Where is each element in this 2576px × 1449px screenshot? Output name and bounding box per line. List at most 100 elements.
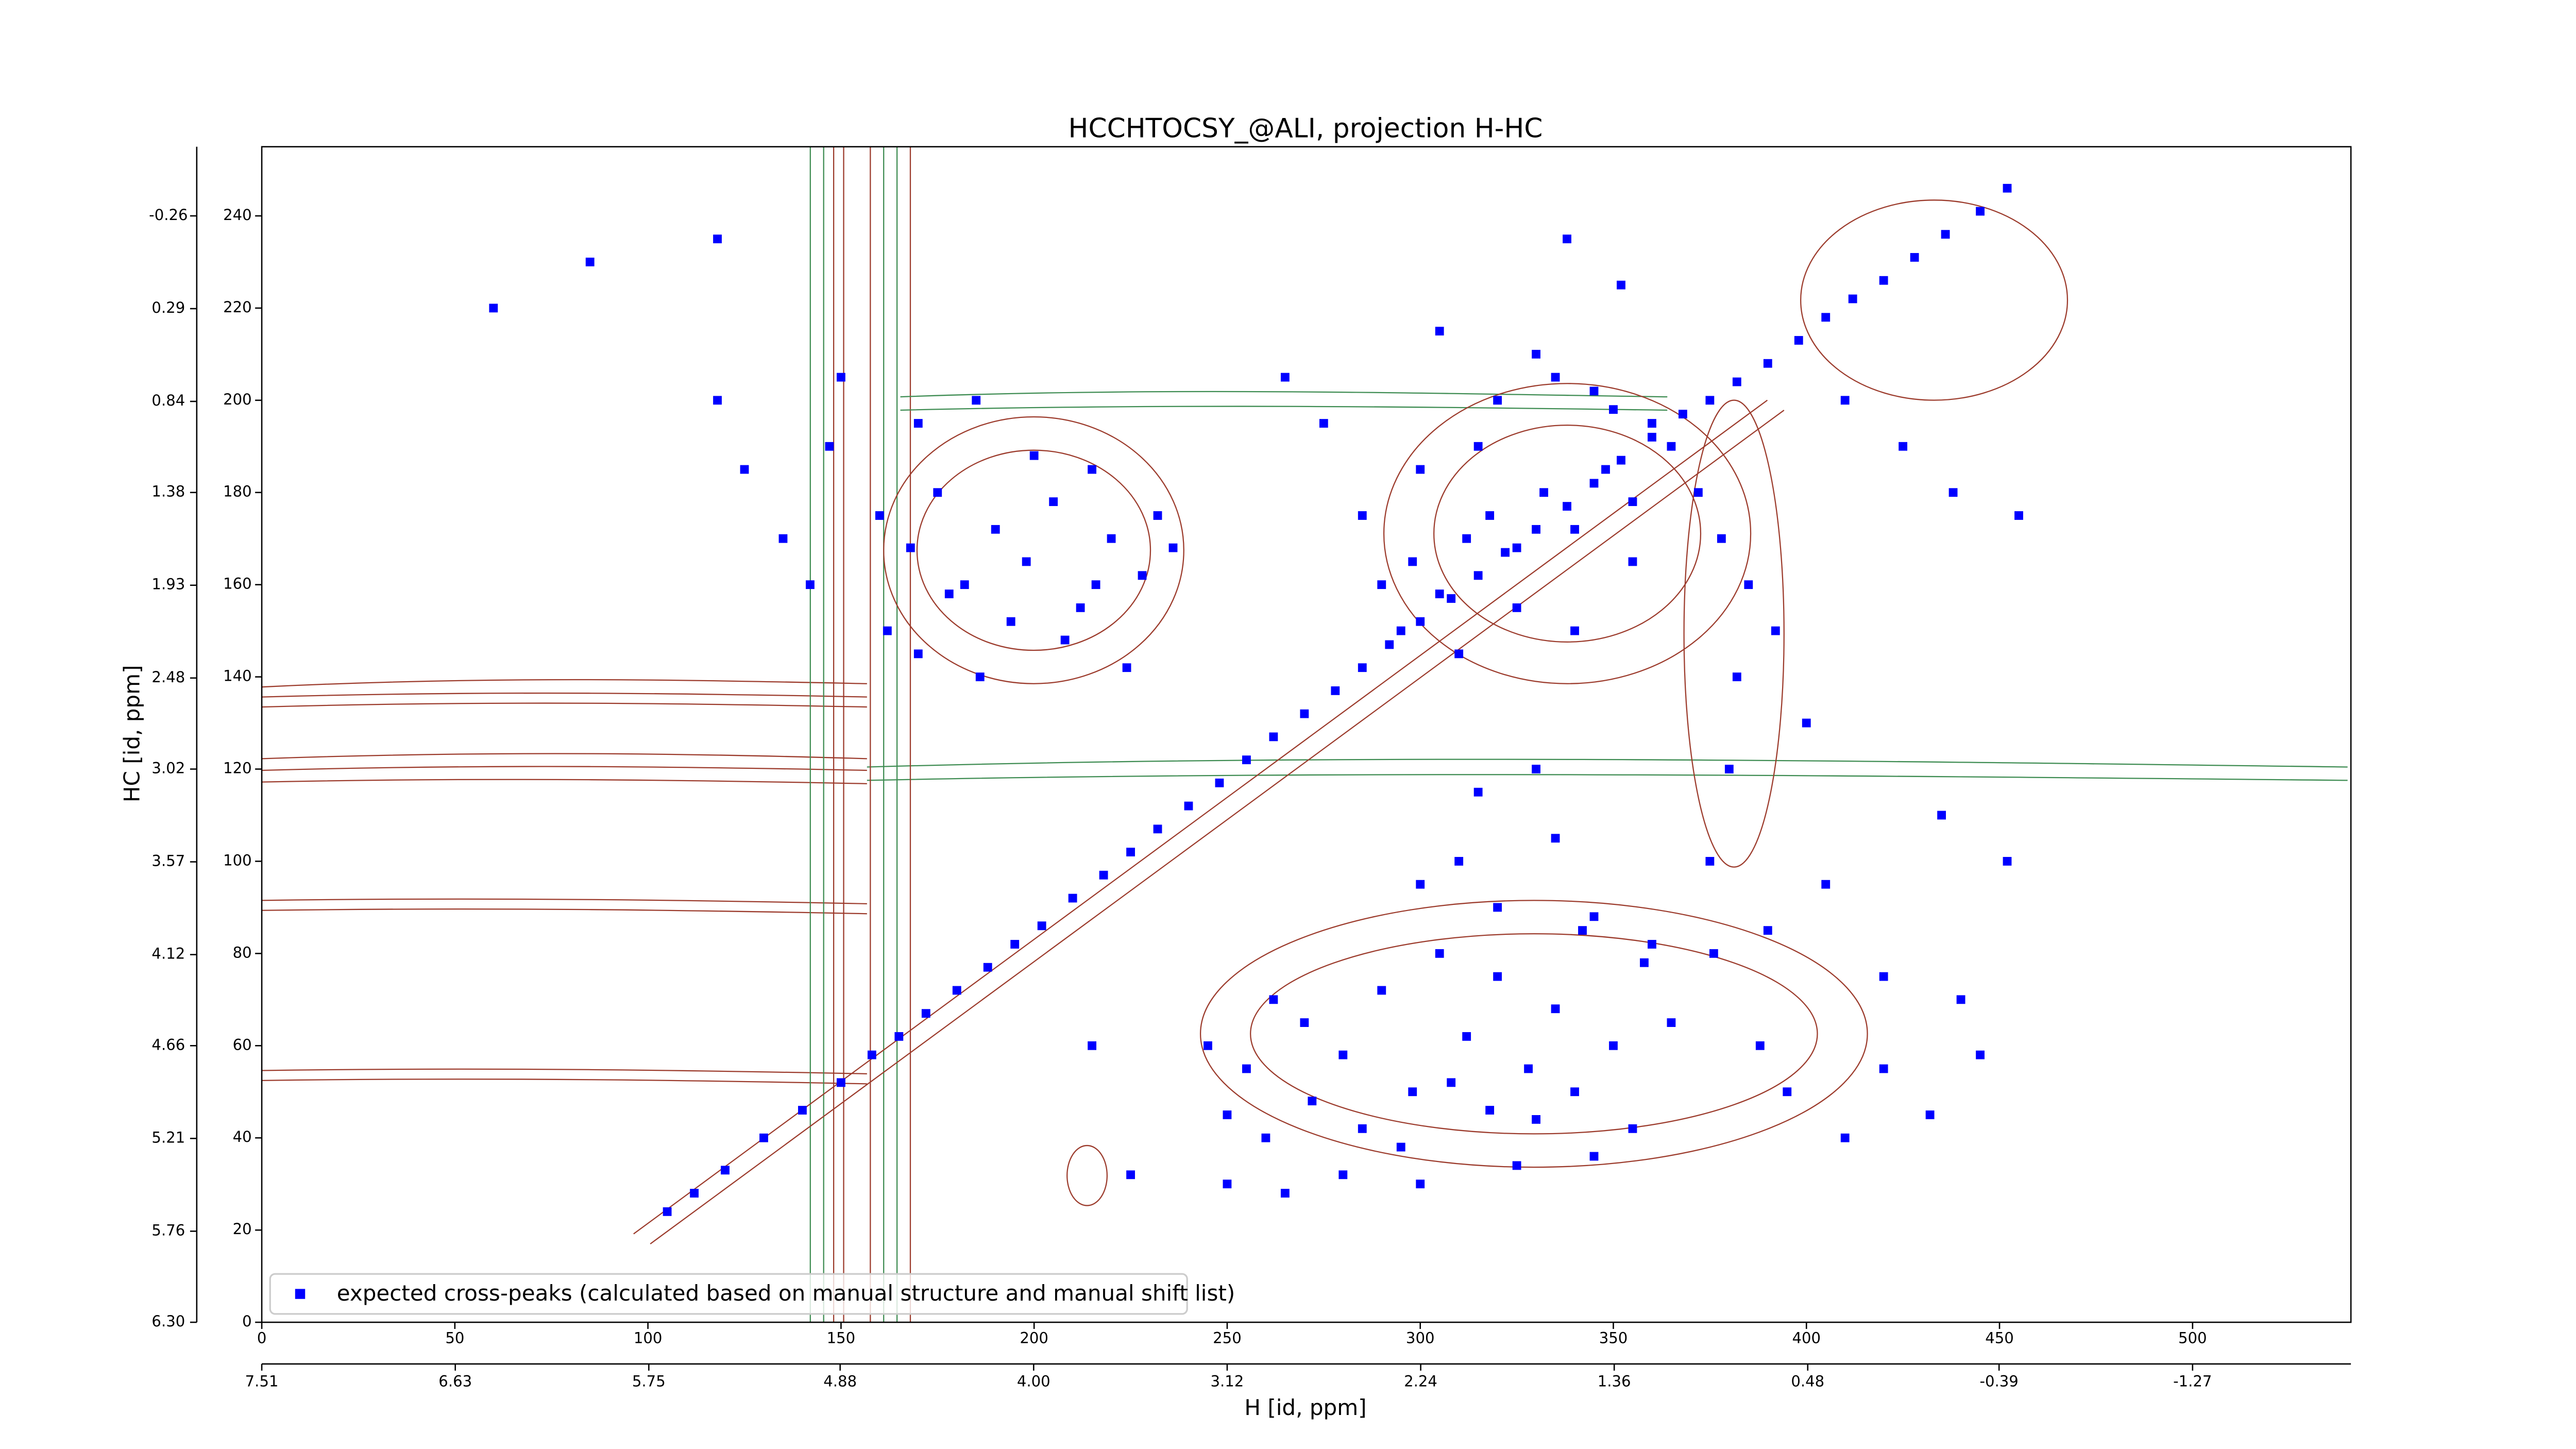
cross-peak bbox=[1925, 1110, 1935, 1119]
cross-peak bbox=[933, 488, 942, 497]
cross-peak bbox=[1377, 580, 1386, 589]
cross-peak bbox=[1763, 926, 1772, 935]
cross-peak bbox=[1570, 1087, 1579, 1097]
cross-peak bbox=[913, 419, 923, 428]
cross-peak bbox=[1396, 626, 1405, 635]
cross-peak bbox=[972, 396, 981, 405]
cross-peak bbox=[1937, 811, 1946, 820]
x-tick-label: 150 bbox=[827, 1329, 856, 1346]
cross-peak bbox=[1493, 903, 1502, 912]
x-tick-label: 0 bbox=[257, 1329, 267, 1346]
cross-peak bbox=[1168, 543, 1178, 552]
cross-peak bbox=[1435, 949, 1444, 958]
cross-peak bbox=[1667, 442, 1676, 451]
cross-peak bbox=[1280, 1189, 1290, 1198]
cross-peak bbox=[1578, 926, 1587, 935]
x2-tick-label: 4.00 bbox=[1017, 1373, 1050, 1390]
cross-peak bbox=[1956, 995, 1965, 1004]
cross-peak bbox=[975, 672, 985, 681]
cross-peak bbox=[1744, 580, 1753, 589]
cross-peak bbox=[883, 626, 892, 635]
cross-peak bbox=[1223, 1110, 1232, 1119]
x-tick-label: 400 bbox=[1792, 1329, 1821, 1346]
x2-tick-label: 4.88 bbox=[823, 1373, 857, 1390]
cross-peak bbox=[1693, 488, 1703, 497]
cross-peak bbox=[1153, 511, 1162, 520]
cross-peak bbox=[1512, 1161, 1521, 1170]
cross-peak bbox=[1338, 1050, 1348, 1059]
x-tick-label: 200 bbox=[1020, 1329, 1048, 1346]
cross-peak bbox=[1300, 1018, 1309, 1027]
cross-peak bbox=[1840, 1133, 1850, 1142]
cross-peak bbox=[1821, 880, 1831, 889]
cross-peak bbox=[2014, 511, 2023, 520]
cross-peak bbox=[740, 465, 749, 474]
cross-peak bbox=[1524, 1064, 1533, 1073]
y2-tick-label: 4.12 bbox=[151, 945, 185, 963]
contour-decoration bbox=[262, 146, 2348, 1323]
legend-box bbox=[269, 1273, 1188, 1315]
cross-peak bbox=[1462, 534, 1471, 543]
cross-peak bbox=[825, 442, 834, 451]
y-tick-label: 60 bbox=[233, 1036, 252, 1053]
cross-peak bbox=[875, 511, 884, 520]
x-tick-label: 350 bbox=[1599, 1329, 1628, 1346]
cross-peak bbox=[1088, 465, 1097, 474]
y2-tick-label: 0.84 bbox=[151, 392, 185, 409]
cross-peak bbox=[1485, 511, 1495, 520]
cross-peak bbox=[1512, 603, 1521, 612]
cross-peak bbox=[1609, 1041, 1618, 1050]
cross-peak bbox=[1551, 1004, 1560, 1014]
y2-tick-label: 1.93 bbox=[151, 576, 185, 593]
cross-peak bbox=[1435, 327, 1444, 336]
cross-peak bbox=[1462, 1032, 1471, 1041]
cross-peak bbox=[1006, 617, 1015, 626]
cross-peak bbox=[690, 1189, 699, 1198]
cross-peak bbox=[1280, 373, 1290, 382]
x-tick-label: 100 bbox=[634, 1329, 663, 1346]
cross-peak bbox=[991, 525, 1000, 534]
cross-peak bbox=[1976, 1050, 1985, 1059]
cross-peak bbox=[1473, 787, 1483, 797]
cross-peak bbox=[1705, 396, 1715, 405]
cross-peak bbox=[1485, 1106, 1495, 1115]
y-tick-label: 220 bbox=[223, 298, 252, 316]
cross-peak bbox=[1377, 986, 1386, 995]
chart-title: HCCHTOCSY_@ALI, projection H-HC bbox=[1069, 113, 1543, 144]
y2-tick-label: -0.26 bbox=[149, 206, 188, 224]
y-axis-label: HC [id, ppm] bbox=[119, 665, 144, 803]
cross-peak bbox=[1269, 995, 1278, 1004]
x-tick-label: 500 bbox=[2178, 1329, 2207, 1346]
cross-peak bbox=[1473, 571, 1483, 580]
x2-tick-label: 6.63 bbox=[438, 1373, 472, 1390]
cross-peak bbox=[1941, 230, 1950, 239]
cross-peak bbox=[1589, 912, 1599, 921]
cross-peak bbox=[1435, 589, 1444, 598]
cross-peak bbox=[1879, 1064, 1888, 1073]
x2-tick-label: 2.24 bbox=[1404, 1373, 1437, 1390]
cross-peak bbox=[1570, 626, 1579, 635]
cross-peak bbox=[489, 304, 498, 313]
cross-peak bbox=[1029, 451, 1039, 460]
cross-peak bbox=[1532, 349, 1540, 359]
cross-peak bbox=[1794, 336, 1803, 345]
cross-peak bbox=[1617, 456, 1625, 465]
cross-peak bbox=[1416, 1180, 1425, 1189]
cross-peak bbox=[1184, 801, 1193, 811]
cross-peak bbox=[1628, 497, 1637, 507]
cross-peak bbox=[1648, 940, 1656, 949]
cross-peak bbox=[1300, 709, 1309, 718]
x2-tick-label: 0.48 bbox=[1791, 1373, 1824, 1390]
cross-peak bbox=[2003, 183, 2012, 193]
cross-peak bbox=[1732, 377, 1741, 386]
cross-peak bbox=[1589, 1152, 1599, 1161]
cross-peak bbox=[1153, 824, 1162, 834]
cross-peak bbox=[1899, 442, 1908, 451]
y2-tick-label: 3.57 bbox=[151, 852, 185, 870]
cross-peak bbox=[1022, 557, 1031, 566]
cross-peak bbox=[1539, 488, 1548, 497]
cross-peak bbox=[1910, 253, 1919, 262]
cross-peak bbox=[1223, 1180, 1232, 1189]
cross-peak bbox=[1755, 1041, 1765, 1050]
cross-peak bbox=[1447, 1078, 1456, 1087]
